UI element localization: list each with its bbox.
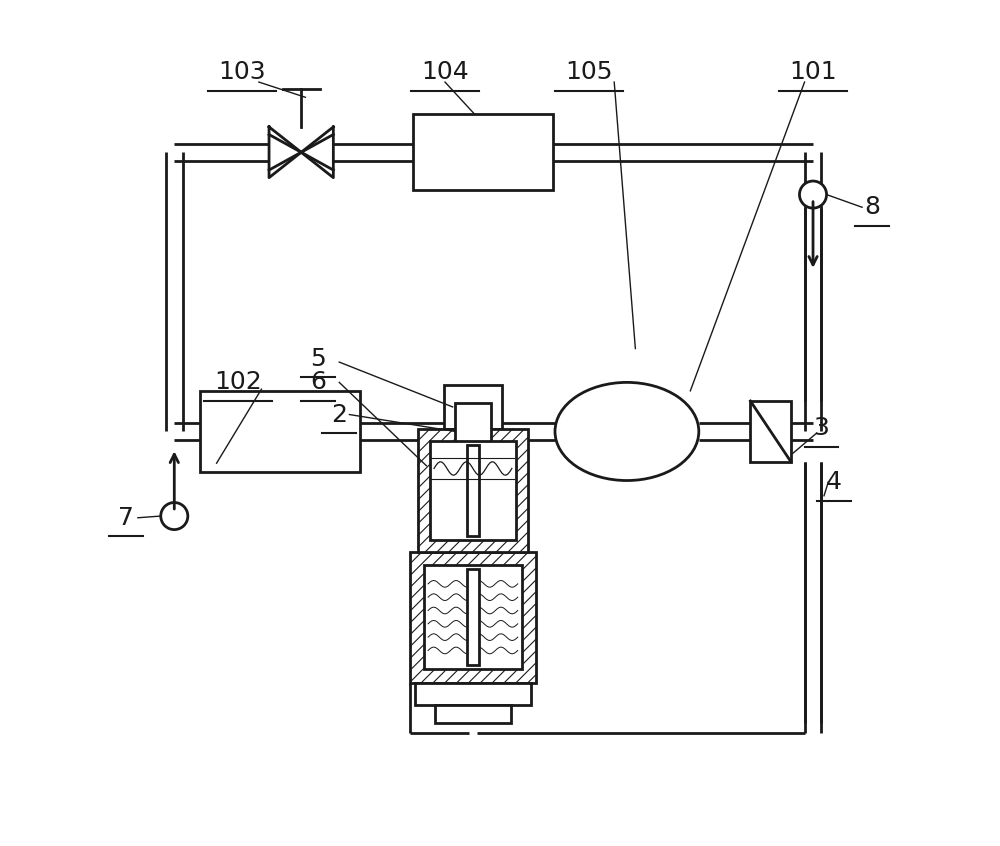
Text: 2: 2 xyxy=(331,403,347,426)
Bar xyxy=(413,114,553,190)
Text: 102: 102 xyxy=(214,371,262,394)
Bar xyxy=(455,403,491,460)
Bar xyxy=(444,385,502,429)
Text: 5: 5 xyxy=(310,347,326,371)
Bar xyxy=(410,552,536,683)
Text: 3: 3 xyxy=(814,416,829,440)
Bar xyxy=(200,391,360,472)
Bar xyxy=(418,429,528,552)
Text: 105: 105 xyxy=(565,60,613,84)
Bar xyxy=(750,401,791,462)
Polygon shape xyxy=(269,127,301,178)
Circle shape xyxy=(161,503,188,530)
Text: 4: 4 xyxy=(826,470,842,494)
Bar xyxy=(424,565,522,669)
Bar xyxy=(467,445,479,536)
Text: 8: 8 xyxy=(864,195,880,219)
Text: 7: 7 xyxy=(118,506,134,530)
Ellipse shape xyxy=(555,382,699,481)
Text: 6: 6 xyxy=(310,371,326,394)
Polygon shape xyxy=(301,127,333,178)
Bar xyxy=(430,441,516,540)
Bar xyxy=(415,683,531,705)
Text: 104: 104 xyxy=(421,60,469,84)
Circle shape xyxy=(799,181,827,208)
Bar xyxy=(435,705,511,723)
Text: 103: 103 xyxy=(218,60,266,84)
Bar xyxy=(467,569,479,665)
Text: 101: 101 xyxy=(789,60,837,84)
